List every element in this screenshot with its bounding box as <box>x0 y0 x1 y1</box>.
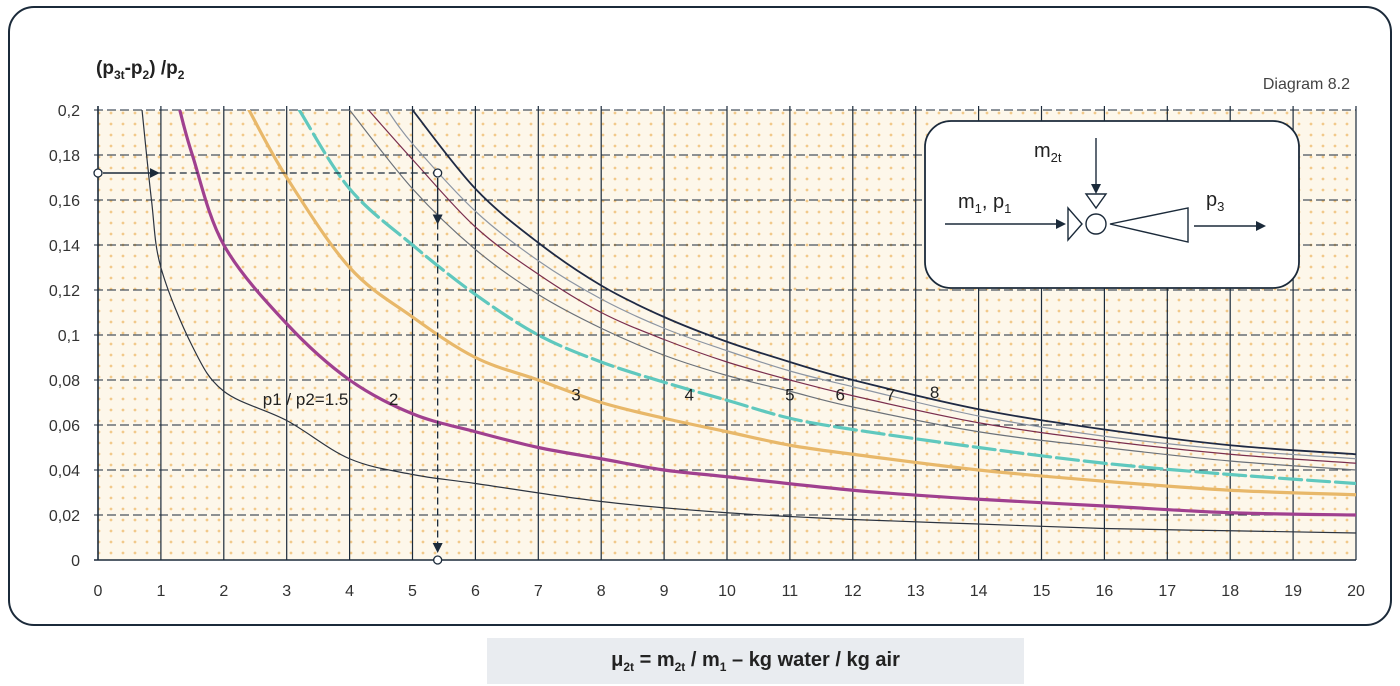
series-line-1 <box>141 110 1356 534</box>
x-tick-label: 2 <box>219 583 228 600</box>
x-title-sub-m1: 1 <box>719 659 727 674</box>
series-line-8 <box>411 110 1356 456</box>
series-line-2 <box>178 110 1356 517</box>
schematic-label-p3: p3 <box>1206 189 1224 214</box>
x-tick-label: 9 <box>660 583 669 600</box>
y-tick-label: 0,18 <box>49 148 80 165</box>
x-tick-label: 14 <box>970 583 988 600</box>
y-title-sub-2a: 2 <box>142 67 150 82</box>
curves <box>141 110 1356 534</box>
x-tick-label: 0 <box>94 583 103 600</box>
x-tick-label: 17 <box>1158 583 1176 600</box>
x-tick-label: 20 <box>1347 583 1365 600</box>
series-line-3 <box>247 110 1356 497</box>
series-line-5 <box>349 110 1356 471</box>
x-axis-title: μ2t = m2t / m1 – kg water / kg air <box>611 648 900 674</box>
y-tick-label: 0,12 <box>49 283 80 300</box>
x-tick-label: 15 <box>1033 583 1051 600</box>
y-tick-label: 0 <box>71 553 80 570</box>
y-tick-label: 0,16 <box>49 193 80 210</box>
x-tick-label: 3 <box>282 583 291 600</box>
x-tick-label: 6 <box>471 583 480 600</box>
y-title-sub-3t: 3t <box>113 67 125 82</box>
schematic-mixing-point <box>1085 213 1107 235</box>
y-tick-label: 0,2 <box>58 103 80 120</box>
curve-label-3: 3 <box>571 385 580 404</box>
y-tick-label: 0,02 <box>49 508 80 525</box>
example-start-point <box>93 168 103 178</box>
curve-label-6: 6 <box>835 385 844 404</box>
x-tick-label: 7 <box>534 583 543 600</box>
schematic-water-nozzle <box>1084 193 1108 210</box>
x-tick-label: 12 <box>844 583 862 600</box>
y-tick-label: 0,1 <box>58 328 80 345</box>
x-axis-title-box: μ2t = m2t / m1 – kg water / kg air <box>487 638 1024 684</box>
y-tick-label: 0,06 <box>49 418 80 435</box>
curve-label-1: p1 / p2=1.5 <box>263 390 349 409</box>
schematic-diffuser <box>1109 207 1189 243</box>
x-tick-label: 11 <box>782 583 799 600</box>
x-title-units: kg water / kg air <box>748 648 900 671</box>
curve-label-2: 2 <box>389 390 398 409</box>
example-path <box>93 168 443 565</box>
curve-label-7: 7 <box>886 385 895 404</box>
example-intersection-point <box>433 168 443 178</box>
y-tick-label: 0,04 <box>49 463 80 480</box>
schematic-label-m1-p1: m1, p1 <box>958 191 1011 216</box>
series-line-6 <box>367 110 1356 464</box>
curve-label-8: 8 <box>930 383 939 402</box>
x-tick-label: 4 <box>345 583 354 600</box>
y-title-sub-2b: 2 <box>177 67 185 82</box>
y-tick-label: 0,14 <box>49 238 80 255</box>
x-title-sub-m2t: 2t <box>674 659 686 674</box>
series-line-4 <box>297 110 1356 486</box>
x-title-sub-mu: 2t <box>623 659 635 674</box>
x-tick-label: 8 <box>597 583 606 600</box>
y-tick-label: 0,08 <box>49 373 80 390</box>
y-axis-title: (p3t-p2) /p2 <box>96 58 185 82</box>
x-tick-label: 1 <box>156 583 165 600</box>
example-end-point <box>433 555 443 565</box>
x-tick-label: 5 <box>408 583 417 600</box>
x-tick-label: 13 <box>907 583 925 600</box>
x-tick-label: 10 <box>718 583 736 600</box>
x-tick-label: 18 <box>1221 583 1239 600</box>
curve-label-5: 5 <box>785 385 794 404</box>
schematic-label-m2t: m2t <box>1034 140 1062 165</box>
schematic-inset: m2t m1, p1 p3 <box>924 120 1300 289</box>
x-tick-label: 19 <box>1284 583 1302 600</box>
series-line-7 <box>386 110 1356 460</box>
diagram-title: Diagram 8.2 <box>1262 76 1350 93</box>
x-tick-label: 16 <box>1096 583 1114 600</box>
schematic-box <box>924 120 1300 289</box>
curve-label-4: 4 <box>685 385 694 404</box>
schematic-nozzle <box>1067 206 1083 242</box>
